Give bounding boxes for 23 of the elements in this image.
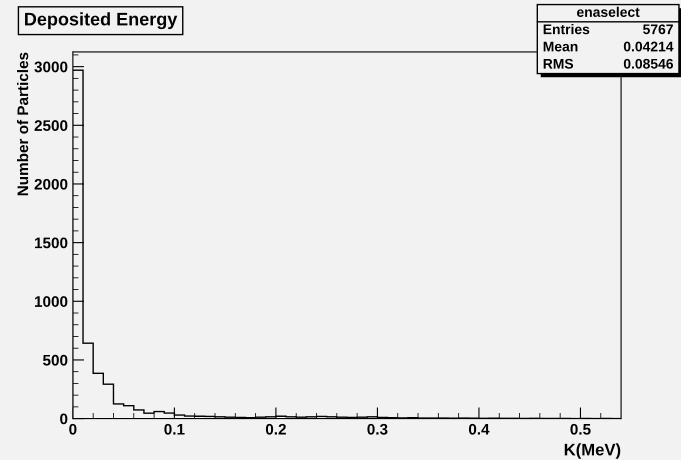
y-tick-label: 500 <box>42 354 68 366</box>
text: Mean <box>544 42 578 52</box>
y-tick-label: 0 <box>60 413 68 424</box>
x-axis-title: K(MeV) <box>564 443 620 459</box>
x-tick-label: 0.4 <box>468 424 490 435</box>
y-axis-title: Number of Particles <box>17 52 28 196</box>
y-tick-label: 2500 <box>34 120 68 131</box>
x-tick-label: 0.1 <box>164 424 185 435</box>
y-tick-label: 1500 <box>34 237 68 248</box>
x-tick-label: 0.2 <box>266 424 286 435</box>
text: 5767 <box>643 24 673 34</box>
chart-title: Deposited Energy <box>25 12 178 30</box>
y-tick-label: 1000 <box>34 296 68 307</box>
text: enaselect <box>577 6 640 17</box>
text: 0.04214 <box>624 42 674 52</box>
y-tick-label: 2000 <box>34 178 68 190</box>
annotation: RMS <box>544 58 574 69</box>
text: Entries <box>544 24 590 34</box>
x-tick-label: 0.3 <box>367 424 388 435</box>
x-tick-label: 0 <box>69 424 76 435</box>
y-tick-label: 3000 <box>34 62 68 72</box>
text: 0.08546 <box>624 58 674 69</box>
x-tick-label: 0.5 <box>570 424 591 435</box>
